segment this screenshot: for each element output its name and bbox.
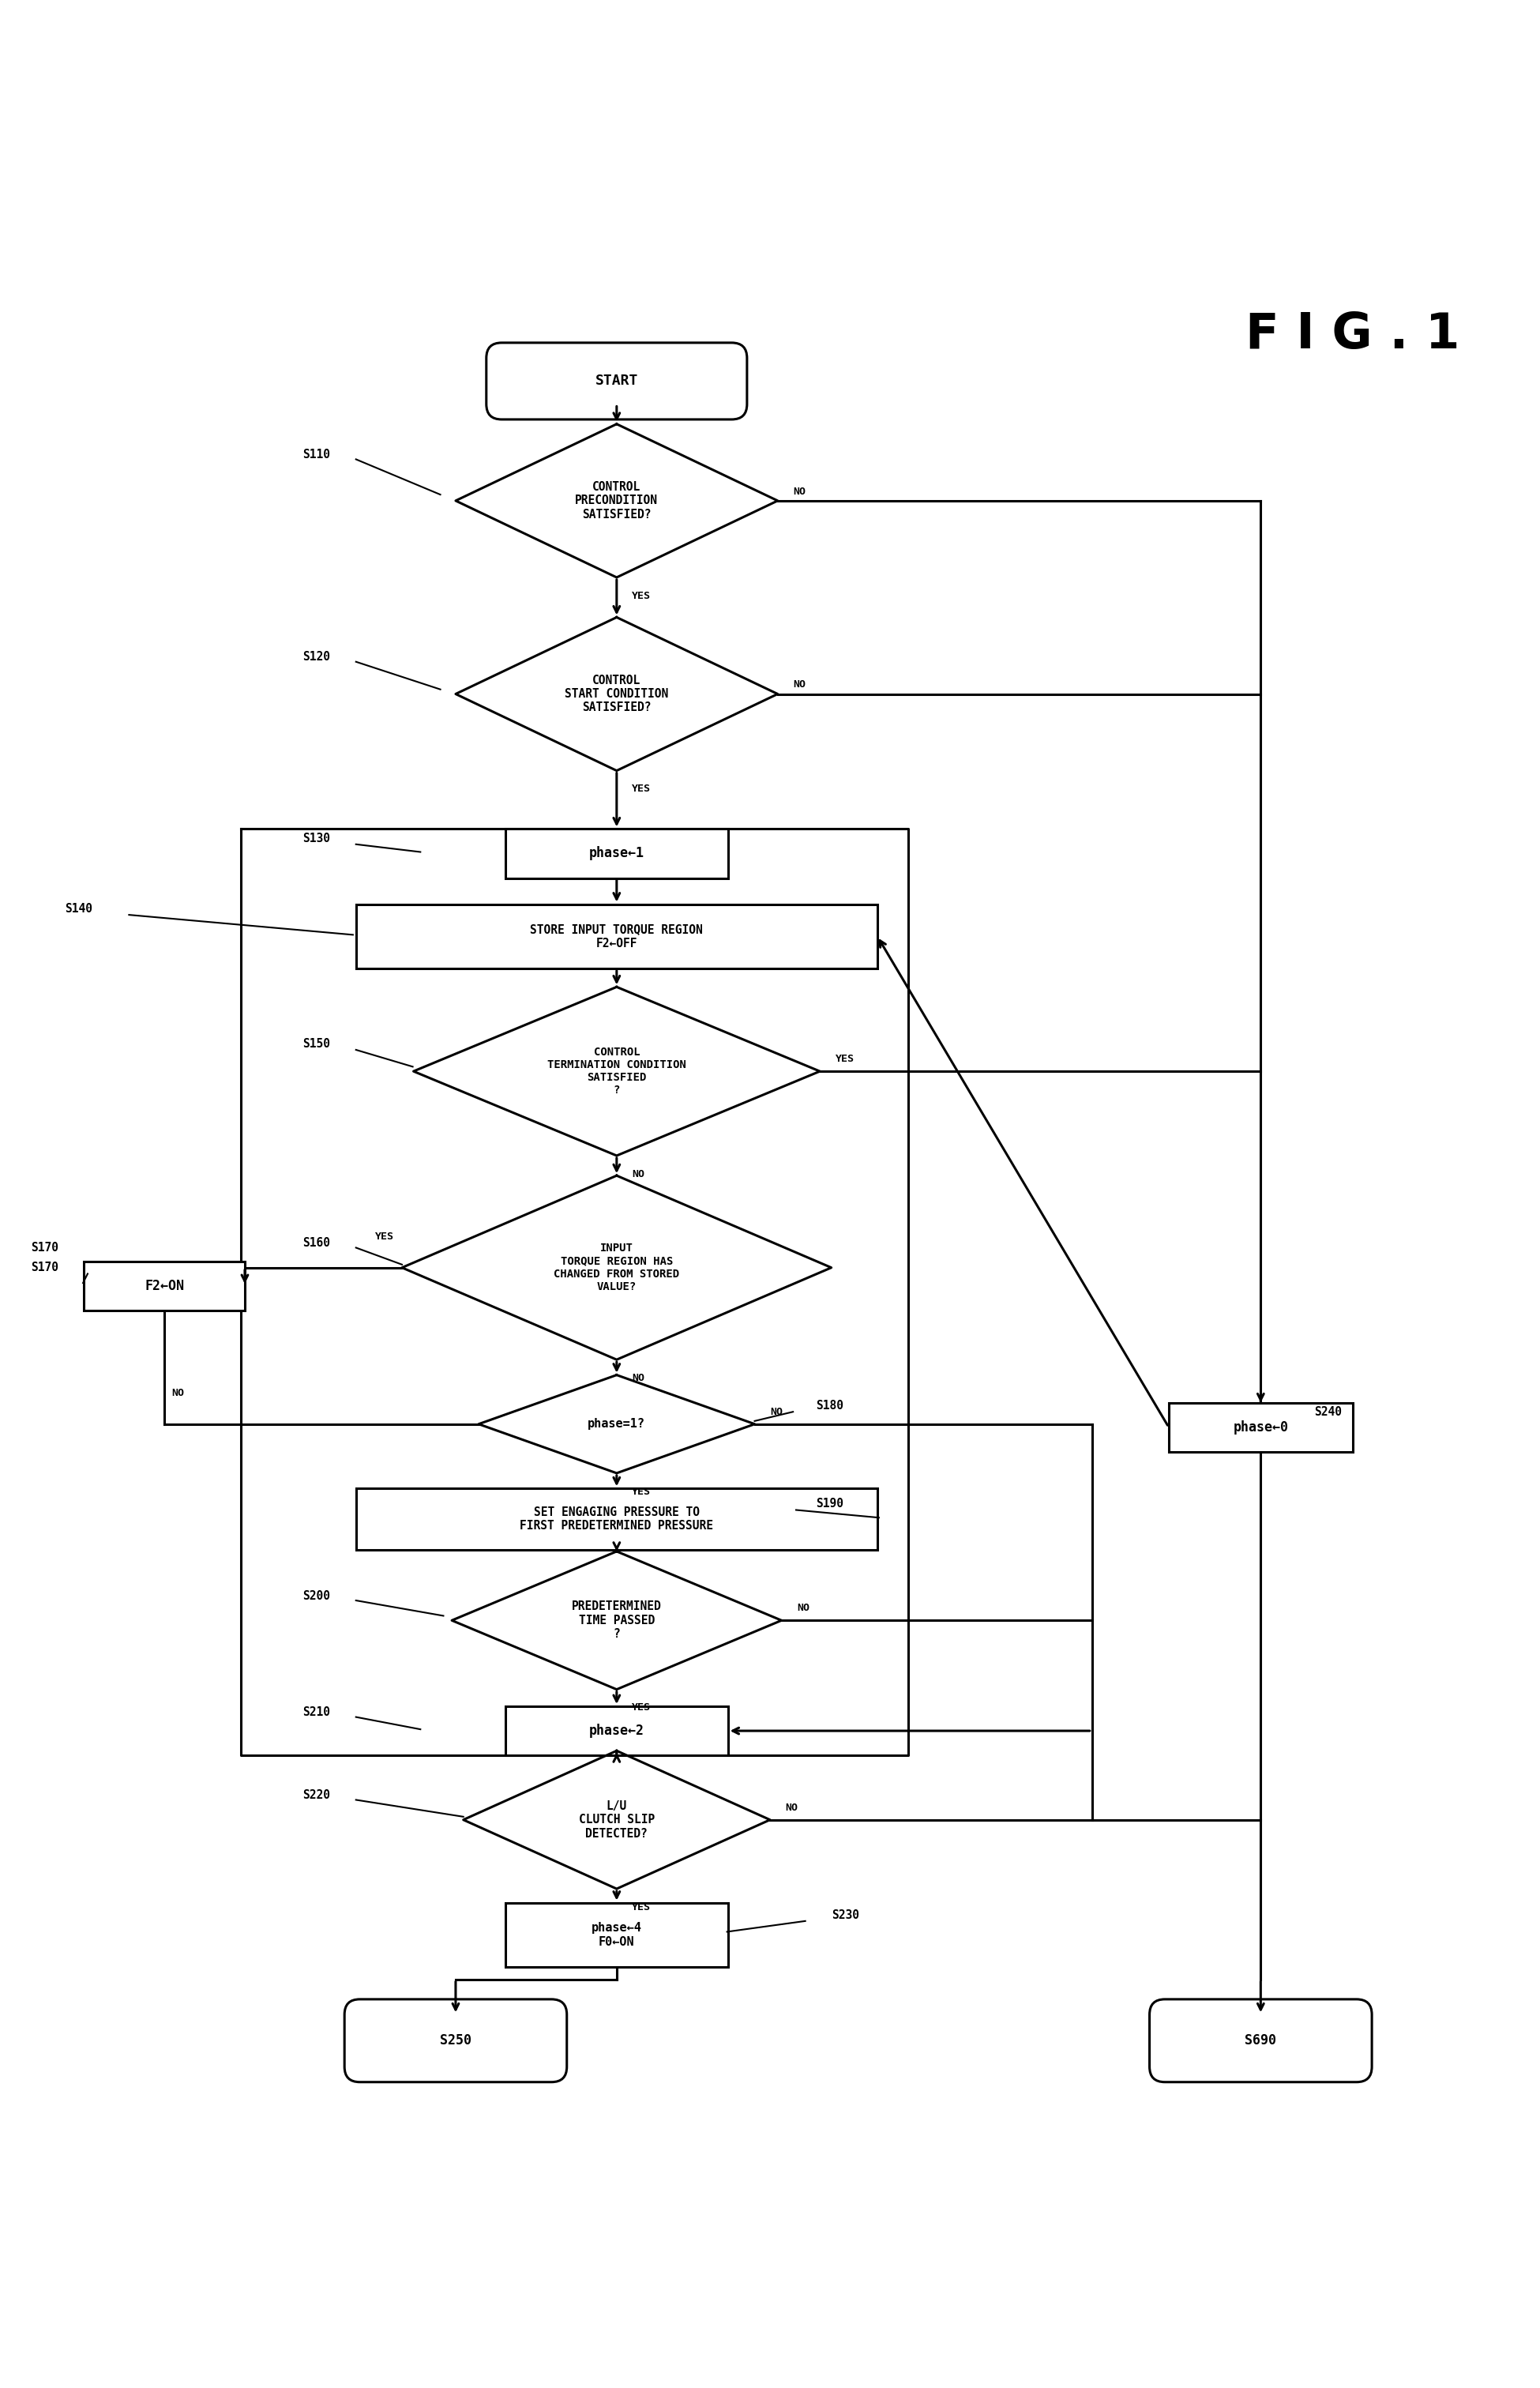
Text: S240: S240 <box>1314 1407 1341 1418</box>
Text: NO: NO <box>796 1602 810 1614</box>
Text: S230: S230 <box>832 1908 859 1920</box>
Text: phase=1?: phase=1? <box>588 1418 645 1430</box>
Text: S170: S170 <box>31 1242 59 1254</box>
Text: START: START <box>594 375 638 389</box>
Text: S200: S200 <box>302 1590 330 1602</box>
Text: S190: S190 <box>816 1497 844 1509</box>
Text: phase←2: phase←2 <box>588 1724 644 1738</box>
Bar <box>356 1488 878 1550</box>
Text: S150: S150 <box>302 1039 330 1051</box>
Text: L/U
CLUTCH SLIP
DETECTED?: L/U CLUTCH SLIP DETECTED? <box>579 1801 654 1839</box>
Text: S220: S220 <box>302 1789 330 1801</box>
Text: S120: S120 <box>302 652 330 664</box>
Text: S180: S180 <box>816 1399 844 1411</box>
Text: NO: NO <box>631 1168 645 1180</box>
Text: S140: S140 <box>65 903 92 915</box>
Polygon shape <box>464 1750 770 1889</box>
Text: S690: S690 <box>1244 2035 1277 2049</box>
Text: F2←ON: F2←ON <box>145 1280 185 1294</box>
Text: YES: YES <box>376 1232 394 1242</box>
Polygon shape <box>456 616 778 771</box>
Text: S130: S130 <box>302 833 330 843</box>
Text: YES: YES <box>631 1903 651 1913</box>
Text: S110: S110 <box>302 449 330 461</box>
Polygon shape <box>413 986 819 1156</box>
Text: YES: YES <box>631 1703 651 1712</box>
Text: CONTROL
TERMINATION CONDITION
SATISFIED
?: CONTROL TERMINATION CONDITION SATISFIED … <box>547 1046 687 1096</box>
Text: CONTROL
PRECONDITION
SATISFIED?: CONTROL PRECONDITION SATISFIED? <box>576 480 658 521</box>
FancyBboxPatch shape <box>487 344 747 420</box>
FancyBboxPatch shape <box>345 1999 567 2082</box>
Bar <box>83 1261 245 1311</box>
Bar <box>1169 1402 1352 1452</box>
Text: phase←0: phase←0 <box>1234 1421 1289 1435</box>
Text: phase←1: phase←1 <box>588 845 644 860</box>
Text: CONTROL
START CONDITION
SATISFIED?: CONTROL START CONDITION SATISFIED? <box>565 673 668 714</box>
Bar <box>505 1903 728 1968</box>
Polygon shape <box>402 1175 832 1359</box>
Text: PREDETERMINED
TIME PASSED
?: PREDETERMINED TIME PASSED ? <box>571 1600 662 1641</box>
Text: YES: YES <box>631 1485 651 1497</box>
Polygon shape <box>451 1552 781 1688</box>
Text: SET ENGAGING PRESSURE TO
FIRST PREDETERMINED PRESSURE: SET ENGAGING PRESSURE TO FIRST PREDETERM… <box>521 1507 713 1533</box>
Text: S160: S160 <box>302 1237 330 1249</box>
Text: F I G . 1: F I G . 1 <box>1246 310 1460 358</box>
Text: YES: YES <box>835 1053 855 1065</box>
Text: INPUT
TORQUE REGION HAS
CHANGED FROM STORED
VALUE?: INPUT TORQUE REGION HAS CHANGED FROM STO… <box>554 1242 679 1292</box>
Text: STORE INPUT TORQUE REGION
F2←OFF: STORE INPUT TORQUE REGION F2←OFF <box>530 924 704 948</box>
FancyBboxPatch shape <box>1149 1999 1372 2082</box>
Text: phase←4
F0←ON: phase←4 F0←ON <box>591 1922 642 1949</box>
Text: YES: YES <box>631 783 651 795</box>
Text: NO: NO <box>793 681 805 690</box>
Text: NO: NO <box>785 1803 798 1812</box>
Text: NO: NO <box>631 1373 645 1383</box>
Text: YES: YES <box>631 590 651 602</box>
Text: S170: S170 <box>31 1261 59 1273</box>
Bar <box>505 1707 728 1755</box>
Polygon shape <box>479 1375 755 1473</box>
Text: S210: S210 <box>302 1707 330 1719</box>
Polygon shape <box>456 425 778 578</box>
Bar <box>505 829 728 879</box>
Text: NO: NO <box>172 1387 185 1399</box>
Text: NO: NO <box>770 1407 782 1416</box>
Bar <box>356 905 878 970</box>
Text: NO: NO <box>793 487 805 497</box>
Text: S250: S250 <box>440 2035 471 2049</box>
